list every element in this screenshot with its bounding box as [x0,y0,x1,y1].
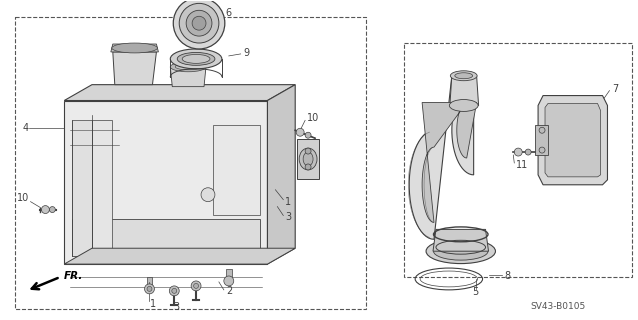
Polygon shape [92,120,112,256]
Circle shape [296,128,304,136]
Text: 8: 8 [505,271,510,281]
Circle shape [539,147,545,153]
Circle shape [192,16,206,30]
Text: 10: 10 [307,113,320,124]
Ellipse shape [449,100,478,111]
Text: 1: 1 [149,299,156,309]
Circle shape [193,284,198,288]
Text: 5: 5 [473,287,478,297]
Circle shape [191,281,201,291]
Circle shape [539,127,545,133]
Text: 10: 10 [17,193,29,203]
Polygon shape [297,139,319,179]
Circle shape [145,284,154,294]
Circle shape [305,164,311,170]
Ellipse shape [177,52,215,65]
Ellipse shape [112,43,158,53]
Ellipse shape [450,71,477,81]
Polygon shape [111,44,158,52]
Polygon shape [545,103,600,177]
Ellipse shape [170,62,206,72]
Polygon shape [72,120,92,256]
Ellipse shape [455,73,473,79]
Text: 4: 4 [22,123,29,133]
Text: 7: 7 [612,84,619,94]
Text: 9: 9 [244,48,250,58]
Text: SV43-B0105: SV43-B0105 [530,302,586,311]
Polygon shape [72,220,260,256]
Text: FR.: FR. [64,271,84,281]
Polygon shape [538,96,607,185]
Ellipse shape [175,64,201,70]
Text: 6: 6 [226,8,232,18]
Circle shape [201,188,215,202]
Ellipse shape [170,49,222,69]
Polygon shape [433,229,489,251]
Polygon shape [450,76,478,106]
Circle shape [49,207,56,212]
Text: 2: 2 [226,286,232,296]
Ellipse shape [433,242,488,260]
Circle shape [147,286,152,291]
Polygon shape [64,248,295,264]
Circle shape [514,148,523,156]
Circle shape [172,288,177,293]
Polygon shape [535,125,548,155]
Polygon shape [422,102,477,222]
Polygon shape [64,100,267,264]
Polygon shape [409,76,473,239]
Polygon shape [226,269,232,279]
Ellipse shape [426,239,496,264]
Polygon shape [147,277,152,287]
Circle shape [224,276,234,286]
Text: 11: 11 [516,160,528,170]
Polygon shape [170,67,206,87]
Circle shape [179,4,219,43]
Circle shape [305,148,311,154]
Ellipse shape [299,148,317,170]
Circle shape [305,132,311,138]
Circle shape [41,206,49,213]
Ellipse shape [303,152,313,166]
Polygon shape [267,85,295,264]
Text: 1: 1 [285,196,292,207]
Circle shape [174,0,225,49]
Polygon shape [113,52,156,85]
Ellipse shape [182,54,210,63]
Polygon shape [64,85,295,100]
Text: 3: 3 [285,212,292,222]
Circle shape [525,149,531,155]
Text: 3: 3 [174,302,179,312]
Circle shape [186,10,212,36]
Circle shape [169,286,179,296]
Polygon shape [213,125,260,214]
